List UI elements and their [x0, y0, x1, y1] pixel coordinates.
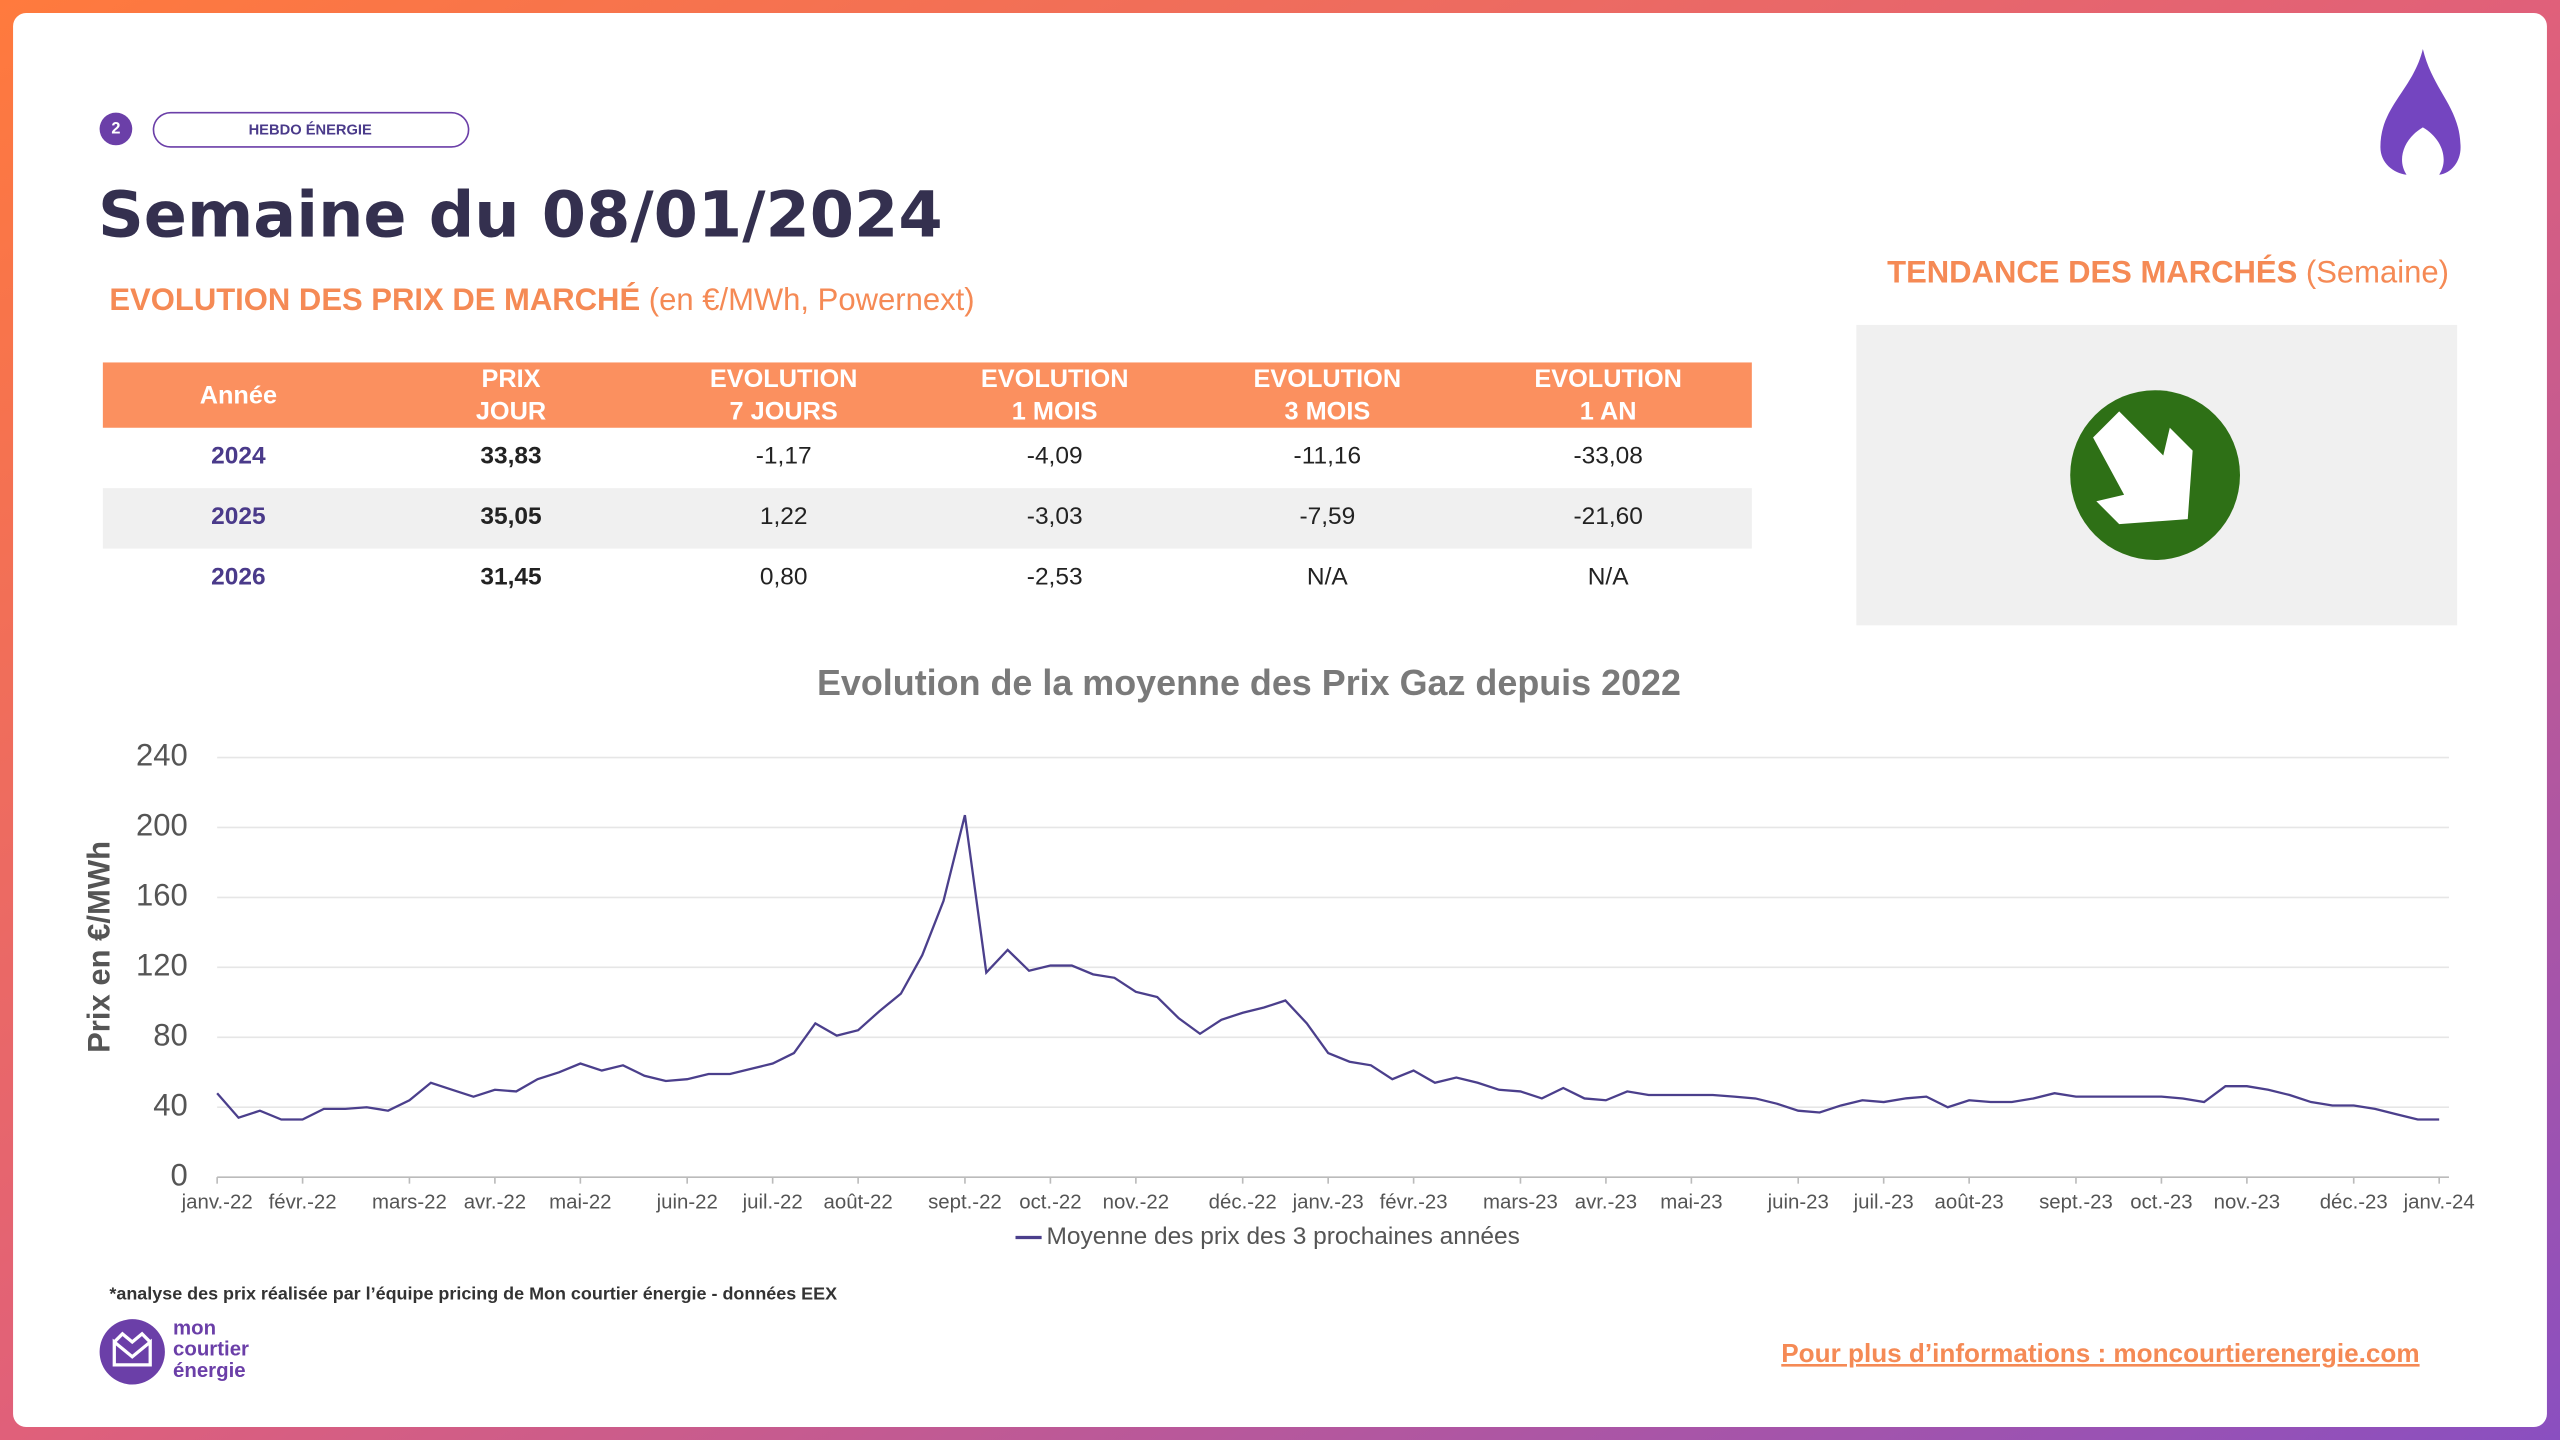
y-tick-label: 80 [153, 1017, 187, 1052]
value-cell: 31,45 [480, 563, 541, 590]
x-tick-label: mars-23 [1483, 1192, 1558, 1214]
value-cell: -11,16 [1294, 443, 1362, 470]
prices-subtitle: (en €/MWh, Powernext) [649, 282, 975, 317]
year-cell: 2024 [211, 443, 266, 470]
x-tick-label: sept.-23 [2039, 1192, 2113, 1214]
trend-title: TENDANCE DES MARCHÉS [1887, 254, 2297, 289]
brand-logo [99, 1319, 165, 1385]
year-cell: 2026 [211, 563, 265, 590]
y-tick-label: 240 [136, 738, 188, 773]
y-tick-label: 40 [153, 1087, 187, 1122]
x-tick-label: déc.-23 [2320, 1192, 2388, 1214]
column-header: EVOLUTION [1254, 365, 1402, 393]
year-cell: 2025 [211, 503, 265, 530]
y-axis-label: Prix en €/MWh [81, 841, 116, 1053]
series-line [216, 814, 2440, 1121]
y-tick-label: 160 [136, 878, 188, 913]
flame-logo [2380, 48, 2461, 175]
column-header: 1 AN [1580, 398, 1637, 426]
column-header: EVOLUTION [710, 365, 858, 393]
x-tick-label: févr.-22 [269, 1192, 337, 1214]
brand-line: énergie [173, 1360, 246, 1382]
x-tick-label: oct.-22 [1019, 1192, 1081, 1214]
footnote: *analyse des prix réalisée par l’équipe … [109, 1283, 837, 1303]
x-tick-label: juil.-23 [1853, 1192, 1914, 1214]
value-cell: 33,83 [480, 443, 541, 470]
y-tick-label: 200 [136, 808, 188, 843]
x-tick-label: mai-23 [1660, 1192, 1722, 1214]
chart-title: Evolution de la moyenne des Prix Gaz dep… [817, 662, 1681, 703]
column-header: 3 MOIS [1284, 398, 1370, 426]
value-cell: -21,60 [1573, 503, 1642, 530]
x-tick-label: févr.-23 [1380, 1192, 1448, 1214]
value-cell: -7,59 [1299, 503, 1355, 530]
table-header [102, 362, 1752, 428]
tag: HEBDO ÉNERGIE [249, 121, 372, 138]
x-tick-label: août-22 [824, 1192, 893, 1214]
x-tick-label: janv.-24 [2403, 1192, 2475, 1214]
value-cell: N/A [1307, 563, 1348, 590]
column-header: PRIX [481, 365, 540, 393]
y-tick-label: 0 [171, 1157, 188, 1192]
x-tick-label: janv.-22 [181, 1192, 253, 1214]
value-cell: -3,03 [1027, 503, 1083, 530]
legend-label: Moyenne des prix des 3 prochaines années [1047, 1223, 1520, 1250]
column-header: 1 MOIS [1012, 398, 1098, 426]
prices-heading: EVOLUTION DES PRIX DE MARCHÉ (en €/MWh, … [109, 282, 974, 317]
brand-line: courtier [173, 1339, 249, 1361]
value-cell: -1,17 [756, 443, 812, 470]
value-cell: -33,08 [1573, 443, 1642, 470]
x-tick-label: août-23 [1935, 1192, 2004, 1214]
x-tick-label: oct.-23 [2130, 1192, 2192, 1214]
column-header: EVOLUTION [1534, 365, 1682, 393]
value-cell: 1,22 [760, 503, 808, 530]
tag-pill [152, 111, 470, 148]
x-tick-label: juin-23 [1767, 1192, 1829, 1214]
x-tick-label: nov.-23 [2214, 1192, 2281, 1214]
info-link[interactable]: Pour plus d’informations : moncourtieren… [1781, 1338, 2419, 1368]
title: Semaine du 08/01/2024 [98, 178, 943, 252]
column-header: EVOLUTION [981, 365, 1129, 393]
x-tick-label: avr.-22 [464, 1192, 526, 1214]
column-header: JOUR [476, 398, 546, 426]
brand-line: mon [173, 1317, 216, 1339]
x-tick-label: sept.-22 [928, 1192, 1002, 1214]
page-badge [99, 112, 133, 146]
value-cell: -4,09 [1027, 443, 1083, 470]
trend-arrow [2093, 411, 2193, 525]
value-cell: -2,53 [1027, 563, 1083, 590]
x-tick-label: juin-22 [656, 1192, 718, 1214]
trend-heading: TENDANCE DES MARCHÉS (Semaine) [1887, 254, 2449, 289]
value-cell: N/A [1588, 563, 1629, 590]
y-tick-label: 120 [136, 948, 188, 983]
x-tick-label: nov.-22 [1103, 1192, 1170, 1214]
x-tick-label: mars-22 [372, 1192, 447, 1214]
x-tick-label: juil.-22 [742, 1192, 803, 1214]
value-cell: 35,05 [480, 503, 541, 530]
value-cell: 0,80 [760, 563, 808, 590]
column-header: 7 JOURS [730, 398, 838, 426]
row-band [102, 488, 1752, 549]
page-number: 2 [111, 119, 120, 137]
price-table: Année PRIX JOUR EVOLUTION 7 JOURS EVOLUTION 1 … [102, 362, 1752, 590]
trend-subtitle: (Semaine) [2306, 254, 2449, 289]
x-tick-label: mai-22 [549, 1192, 611, 1214]
x-tick-label: déc.-22 [1209, 1192, 1277, 1214]
x-tick-label: avr.-23 [1575, 1192, 1637, 1214]
chart: Evolution de la moyenne des Prix Gaz dep… [81, 662, 2474, 1250]
brand-mark [112, 1331, 152, 1367]
x-tick-label: janv.-23 [1292, 1192, 1364, 1214]
prices-title: EVOLUTION DES PRIX DE MARCHÉ [109, 282, 640, 317]
column-header: Année [200, 381, 277, 409]
